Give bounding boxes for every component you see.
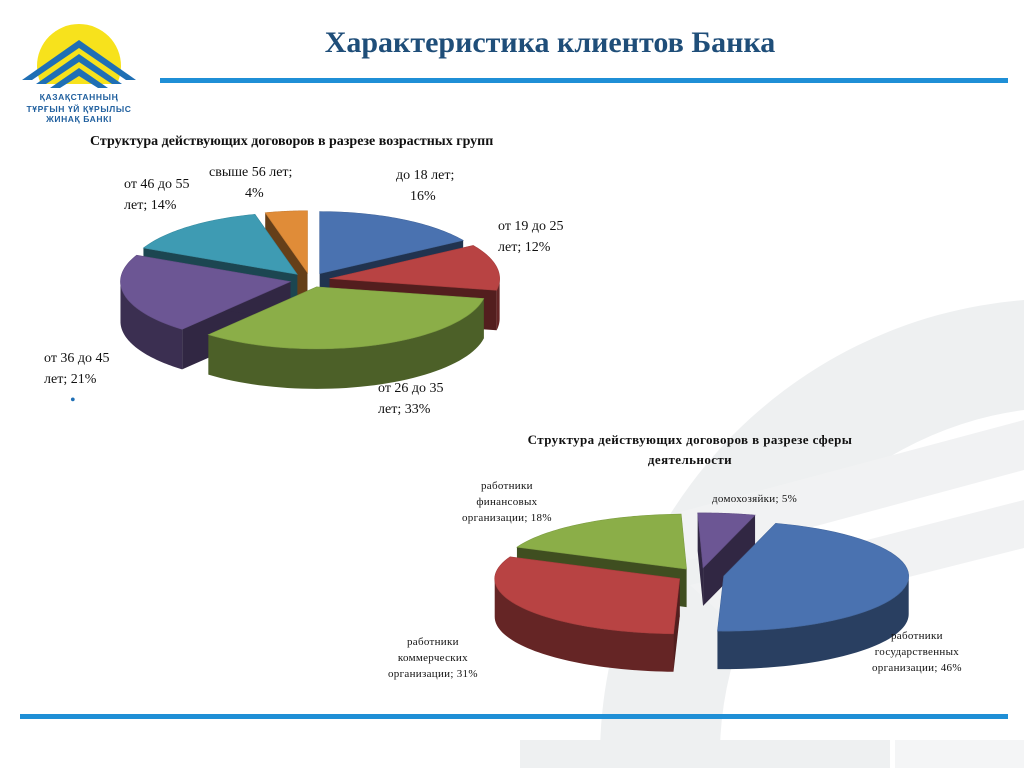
chart1-slice-1-side-0 — [496, 278, 500, 331]
chart1-slice-3 — [120, 254, 292, 330]
chart1-slice-2-side-0 — [208, 298, 484, 389]
chart2-label-3-line1: работники — [480, 480, 533, 492]
bottom-accent-line — [20, 714, 1008, 719]
chart1-slice-2 — [207, 286, 485, 350]
chart1-label-3-line1: от 36 до 45 — [44, 351, 110, 366]
chart1-title: Структура действующих договоров в разрез… — [90, 134, 494, 149]
bank-logo-icon — [14, 24, 144, 108]
chart2-slice-2 — [494, 556, 681, 635]
chart1-label-1: от 19 до 25 лет; 12% — [498, 216, 564, 258]
chart1-label-5-line2: 4% — [245, 186, 264, 201]
chart1-label-0: до 18 лет; 16% — [396, 165, 454, 207]
chart2-label-0: домохозяйки; 5% — [712, 493, 798, 505]
chart1-label-4-line2: лет; 14% — [124, 198, 177, 213]
chart1-slice-5 — [264, 210, 308, 274]
chart1-label-2-line1: от 26 до 35 — [378, 381, 444, 396]
chart2-slice-2-side-0 — [494, 578, 674, 672]
top-accent-line — [160, 78, 1008, 83]
chart1-label-2: от 26 до 35 лет; 33% — [378, 378, 444, 420]
chart2-label-3-line2: финансовых — [476, 496, 538, 508]
chart2-label-2: работники коммерческих организации; 31% — [388, 634, 478, 682]
page-title: Характеристика клиентов Банка — [324, 26, 776, 59]
chart2-title: Структура действующих договоров в разрез… — [470, 430, 910, 470]
bg-block-2 — [895, 740, 1024, 768]
chart1-slice-3-side-0 — [120, 281, 183, 370]
chart2-label-1: работники государственных организации; 4… — [872, 628, 962, 676]
chart2-label-1-line1: работники — [890, 630, 943, 642]
chart2-label-1-line3: организации; 46% — [872, 662, 962, 674]
chart1-sides — [120, 278, 500, 389]
chart1-label-3-line2: лет; 21% — [44, 372, 97, 387]
chart2-label-2-line1: работники — [406, 636, 459, 648]
chart2-tops — [494, 512, 909, 635]
chart1-slice-4 — [142, 214, 298, 275]
chart1-slice-1 — [329, 245, 500, 291]
chart2-slice-0-wall-0 — [697, 512, 704, 606]
chart2-slice-3 — [516, 513, 687, 570]
chart1-label-1-line2: лет; 12% — [498, 240, 551, 255]
chart2-slice-1-side-0 — [717, 576, 909, 670]
chart2-slice-1 — [717, 523, 909, 632]
chart2-label-2-line3: организации; 31% — [388, 668, 478, 680]
bullet-dot: • — [70, 392, 76, 409]
chart1-label-5-line1: свыше 56 лет; — [209, 165, 293, 180]
chart2-title-line1: Структура действующих договоров в разрез… — [527, 432, 853, 447]
chart1-label-4: от 46 до 55 лет; 14% — [124, 174, 190, 216]
chart2-title-line2: деятельности — [647, 452, 733, 467]
chart1-label-5: свыше 56 лет; 4% — [209, 162, 292, 204]
logo-text-line1: ҚАЗАҚСТАННЫҢ — [39, 92, 119, 102]
chart1-label-1-line1: от 19 до 25 — [498, 219, 564, 234]
chart1-label-0-line2: 16% — [410, 189, 436, 204]
chart2-sides — [494, 576, 909, 672]
logo-text-line2: ТҰРҒЫН ҮЙ ҚҰРЫЛЫС ЖИНАҚ БАНКІ — [26, 104, 132, 124]
chart2-slice-0-wall-1 — [703, 515, 756, 606]
chart2-label-2-line2: коммерческих — [397, 652, 468, 664]
chart1-label-0-line1: до 18 лет; — [396, 168, 455, 183]
chart2-label-1-line2: государственных — [874, 646, 960, 658]
chart1-label-4-line1: от 46 до 55 — [124, 177, 190, 192]
chart1-slice-0 — [319, 211, 464, 274]
chart2-label-3-line3: организации; 18% — [462, 512, 552, 524]
bg-arc — [599, 300, 1024, 768]
bg-block — [520, 740, 890, 768]
chart2-slice-0 — [697, 512, 756, 569]
chart1-label-2-line2: лет; 33% — [378, 402, 431, 417]
chart1-tops — [120, 210, 500, 350]
chart2-label-3: работники финансовых организации; 18% — [462, 478, 552, 526]
chart1-label-3: от 36 до 45 лет; 21% — [44, 348, 110, 390]
